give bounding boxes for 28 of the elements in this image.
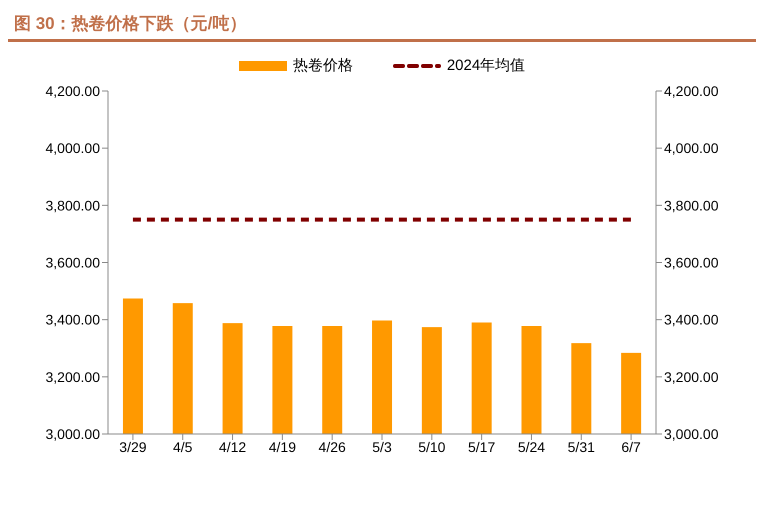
y2-tick-label: 3,400.00 [664, 312, 719, 328]
x-tick-label: 4/19 [268, 438, 296, 455]
y-tick-label: 3,000.00 [46, 426, 100, 442]
y-tick-label: 3,800.00 [46, 197, 100, 214]
legend-label: 热卷价格 [292, 56, 353, 75]
x-tick-label: 5/31 [568, 438, 596, 455]
y-tick-label: 3,200.00 [46, 368, 100, 385]
y2-tick-label: 3,600.00 [664, 254, 719, 270]
y2-tick-label: 4,000.00 [664, 140, 719, 156]
y2-tick-label: 3,200.00 [664, 368, 719, 385]
x-tick-label: 4/5 [172, 438, 193, 455]
x-tick-label: 6/7 [621, 438, 642, 455]
x-tick-label: 5/10 [418, 438, 446, 455]
x-tick-label: 3/29 [119, 438, 147, 455]
chart-title: 图 30：热卷价格下跌（元/吨） [8, 8, 756, 42]
x-tick-label: 5/3 [372, 438, 392, 455]
y-tick-label: 3,600.00 [46, 254, 100, 270]
x-tick-label: 5/24 [518, 438, 546, 455]
y-tick-label: 4,200.00 [46, 82, 100, 99]
y-tick-label: 4,000.00 [46, 140, 100, 156]
y-tick-label: 3,400.00 [46, 312, 100, 328]
x-tick-label: 5/17 [468, 438, 496, 455]
x-tick-label: 4/26 [318, 438, 346, 455]
y2-tick-label: 4,200.00 [664, 82, 719, 99]
y2-tick-label: 3,800.00 [664, 197, 719, 214]
x-tick-label: 4/12 [218, 438, 246, 455]
legend-label: 2024年均值 [446, 56, 526, 75]
y2-tick-label: 3,000.00 [664, 426, 719, 442]
